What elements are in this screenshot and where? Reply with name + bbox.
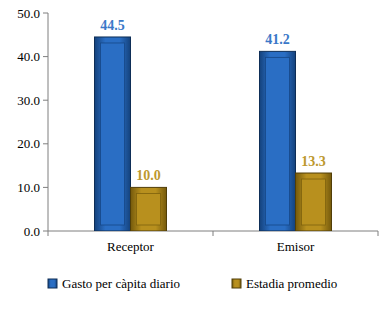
x-tick-label: Receptor <box>107 239 155 254</box>
legend-swatch <box>48 279 57 288</box>
legend-swatch <box>232 279 241 288</box>
bar <box>131 187 167 231</box>
y-tick <box>43 231 48 232</box>
bar-face <box>101 43 125 225</box>
y-axis <box>48 13 49 231</box>
y-tick <box>43 187 48 188</box>
x-tick <box>48 231 49 236</box>
bars <box>95 37 332 231</box>
y-tick-label: 50.0 <box>17 6 40 21</box>
bar-face <box>137 193 161 225</box>
y-tick <box>43 56 48 57</box>
chart: 0.0 10.0 20.0 30.0 40.0 50.0 Receptor Emisor 44.… <box>0 0 387 318</box>
bar-face <box>266 57 290 225</box>
y-tick-label: 10.0 <box>17 180 40 195</box>
legend-label: Estadia promedio <box>246 276 337 291</box>
x-tick <box>213 231 214 236</box>
y-tick <box>43 143 48 144</box>
y-tick-label: 20.0 <box>17 136 40 151</box>
y-tick-label: 30.0 <box>17 93 40 108</box>
data-label: 10.0 <box>136 168 161 183</box>
y-tick-label: 40.0 <box>17 49 40 64</box>
y-tick <box>43 100 48 101</box>
data-labels: 44.5 41.2 10.0 13.3 <box>100 18 326 183</box>
y-tick <box>43 13 48 14</box>
legend-label: Gasto per càpita diario <box>62 276 180 291</box>
y-tick-label: 0.0 <box>24 224 40 239</box>
data-label: 44.5 <box>100 18 125 33</box>
bar <box>296 173 332 231</box>
bar <box>95 37 131 231</box>
bar-face <box>302 179 326 225</box>
x-tick-label: Emisor <box>277 239 315 254</box>
x-tick <box>378 231 379 236</box>
data-label: 13.3 <box>301 154 326 169</box>
bar <box>260 51 296 231</box>
data-label: 41.2 <box>265 32 290 47</box>
